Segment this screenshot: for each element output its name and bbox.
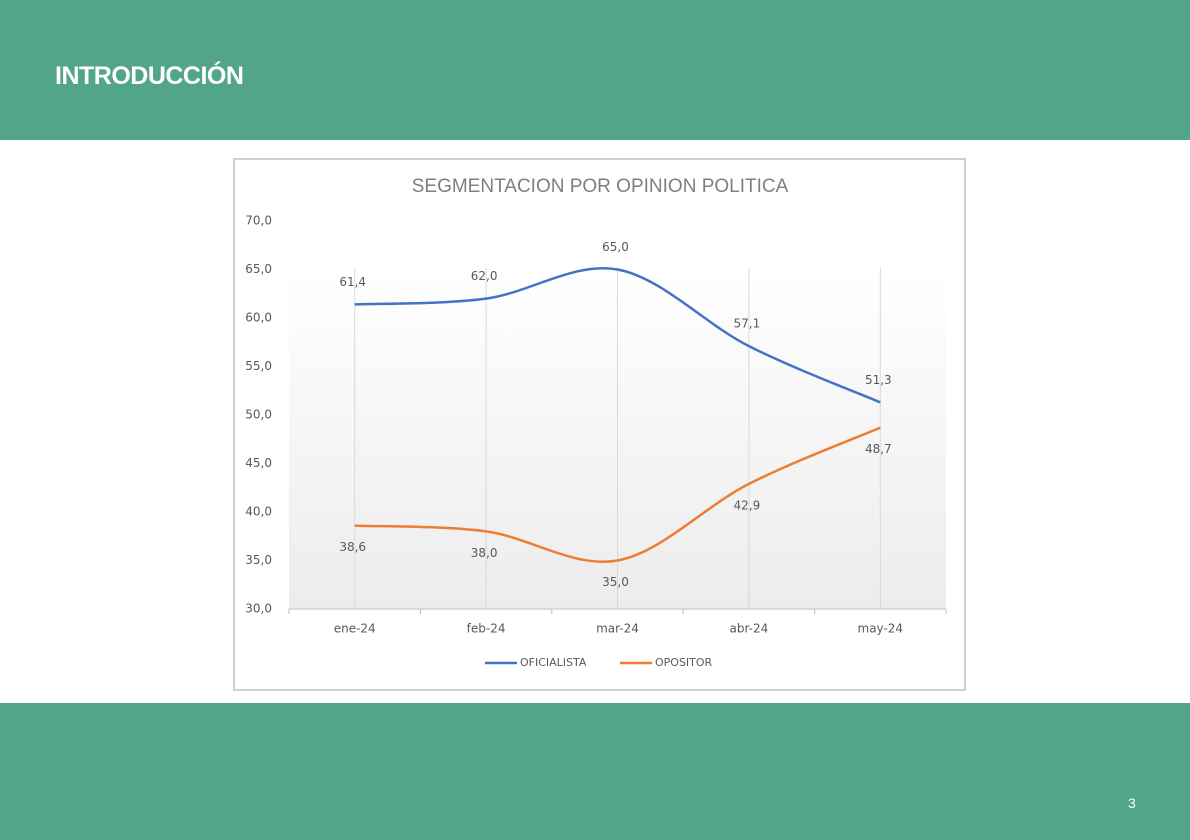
header-title: INTRODUCCIÓN <box>55 62 244 90</box>
chart-title: SEGMENTACION POR OPINION POLITICA <box>412 176 789 197</box>
value-label: 65,0 <box>602 240 629 254</box>
y-tick-label: 40,0 <box>245 505 272 519</box>
y-tick-label: 55,0 <box>245 359 272 373</box>
x-tick-label: abr-24 <box>730 622 769 636</box>
y-tick-label: 65,0 <box>245 262 272 276</box>
footer-band <box>0 703 1190 840</box>
value-label: 38,6 <box>339 540 366 554</box>
series-line <box>354 426 881 563</box>
y-tick-label: 35,0 <box>245 553 272 567</box>
value-label: 42,9 <box>734 498 761 512</box>
x-tick-label: mar-24 <box>596 622 639 636</box>
y-tick-label: 70,0 <box>245 214 272 228</box>
value-label: 57,1 <box>734 317 761 331</box>
y-tick-label: 50,0 <box>245 408 272 422</box>
header-band <box>0 0 1190 140</box>
y-tick-label: 60,0 <box>245 311 272 325</box>
value-label: 48,7 <box>865 442 892 456</box>
value-label: 35,0 <box>602 575 629 589</box>
value-label: 38,0 <box>471 546 498 560</box>
value-label: 62,0 <box>471 269 498 283</box>
value-label: 51,3 <box>865 373 892 387</box>
page-number: 3 <box>1128 795 1136 811</box>
series-line <box>354 267 881 404</box>
x-tick-label: feb-24 <box>467 622 506 636</box>
legend-label: OPOSITOR <box>655 656 713 669</box>
x-tick-label: ene-24 <box>334 622 376 636</box>
x-tick-label: may-24 <box>858 622 904 636</box>
value-label: 61,4 <box>339 275 366 289</box>
legend-label: OFICIALISTA <box>520 656 587 669</box>
y-tick-label: 45,0 <box>245 456 272 470</box>
y-tick-label: 30,0 <box>245 602 272 616</box>
